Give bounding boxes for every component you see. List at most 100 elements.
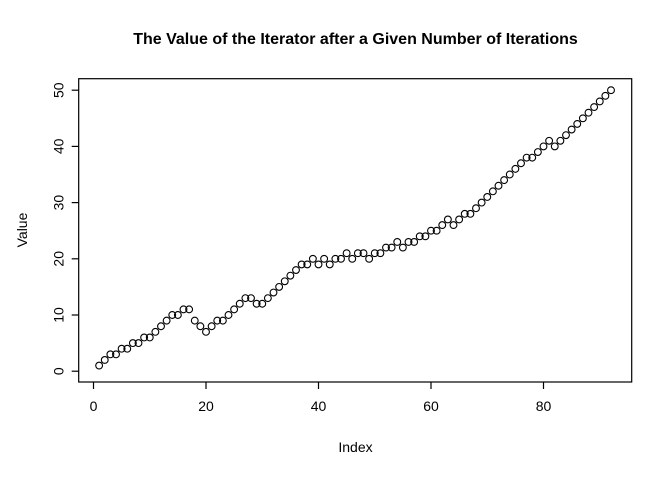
data-point — [393, 237, 402, 246]
data-point — [342, 249, 351, 258]
data-point — [269, 288, 278, 297]
data-point — [517, 159, 525, 168]
data-point — [595, 97, 604, 106]
data-point — [601, 91, 610, 100]
data-point — [325, 260, 334, 269]
data-point — [320, 254, 329, 263]
data-point — [140, 333, 149, 342]
x-tick-label: 60 — [423, 398, 439, 414]
data-point — [337, 254, 345, 263]
data-point — [533, 148, 542, 156]
data-point — [528, 153, 537, 162]
data-point — [190, 316, 199, 325]
y-tick-label: 30 — [51, 195, 67, 211]
data-point — [573, 119, 582, 128]
data-point — [370, 249, 379, 258]
data-point — [522, 153, 531, 162]
y-tick-label: 10 — [51, 307, 67, 323]
data-point — [427, 226, 435, 235]
data-point — [235, 299, 244, 308]
x-tick-label: 80 — [536, 398, 552, 414]
data-point — [382, 243, 390, 252]
data-point — [511, 164, 520, 173]
data-point — [117, 344, 126, 353]
data-point — [134, 339, 143, 348]
data-point — [331, 254, 340, 263]
y-axis-title-text: Value — [14, 212, 30, 248]
data-point — [578, 114, 587, 123]
data-point — [275, 282, 284, 291]
data-point — [157, 322, 165, 331]
data-point — [387, 243, 396, 252]
data-point — [213, 316, 222, 325]
data-point — [247, 294, 255, 303]
data-point — [443, 215, 452, 224]
data-point — [432, 226, 441, 235]
data-point — [550, 142, 559, 151]
data-point — [505, 170, 514, 179]
y-tick-label: 50 — [51, 82, 67, 98]
data-point — [202, 327, 210, 336]
y-axis: 0 10 20 30 40 50 — [51, 82, 79, 375]
data-point — [500, 176, 509, 185]
plot-box — [78, 78, 633, 383]
x-axis-title: Index — [338, 439, 373, 455]
data-point — [494, 181, 503, 190]
data-point — [438, 221, 447, 230]
data-point — [421, 232, 430, 241]
data-point — [252, 299, 261, 308]
y-tick-label: 40 — [51, 138, 67, 154]
data-point — [168, 311, 177, 319]
data-point — [477, 198, 486, 207]
data-point — [185, 305, 194, 314]
data-point — [173, 311, 182, 319]
data-point — [539, 142, 548, 151]
data-point — [584, 108, 593, 117]
data-point — [224, 311, 233, 319]
x-tick-label: 0 — [90, 398, 98, 414]
data-point — [241, 294, 250, 303]
data-point — [258, 299, 267, 308]
data-point — [455, 215, 464, 224]
data-point — [314, 260, 323, 269]
data-point — [280, 277, 289, 286]
data-point — [545, 136, 554, 145]
data-point — [123, 344, 132, 353]
data-point — [162, 316, 171, 325]
data-point — [365, 254, 374, 263]
data-point — [308, 254, 317, 263]
data-point — [292, 266, 300, 274]
plot-box-border — [78, 78, 633, 383]
data-point — [460, 209, 469, 218]
data-point — [100, 356, 109, 364]
data-point — [449, 221, 458, 230]
y-tick-label: 0 — [51, 367, 67, 375]
data-point — [567, 125, 576, 134]
data-point — [106, 350, 115, 359]
x-tick-label: 40 — [311, 398, 327, 414]
data-point — [556, 136, 565, 145]
chart-title: The Value of the Iterator after a Given … — [133, 31, 578, 48]
data-point — [590, 103, 599, 112]
data-point — [410, 237, 419, 246]
data-point — [562, 131, 570, 140]
data-point — [196, 322, 205, 331]
data-point — [297, 260, 306, 269]
data-point — [359, 249, 368, 258]
data-point — [353, 249, 362, 258]
data-point — [488, 187, 497, 196]
data-point — [472, 204, 480, 213]
data-point — [151, 327, 160, 336]
data-point — [179, 305, 188, 314]
data-point — [286, 271, 295, 280]
y-tick-label: 20 — [51, 251, 67, 267]
data-point — [128, 339, 137, 348]
data-point — [230, 305, 239, 314]
x-axis: 0 20 40 60 80 — [90, 382, 552, 414]
data-point — [404, 237, 413, 246]
data-point — [415, 232, 424, 241]
data-point — [112, 350, 120, 359]
data-points — [95, 86, 615, 370]
